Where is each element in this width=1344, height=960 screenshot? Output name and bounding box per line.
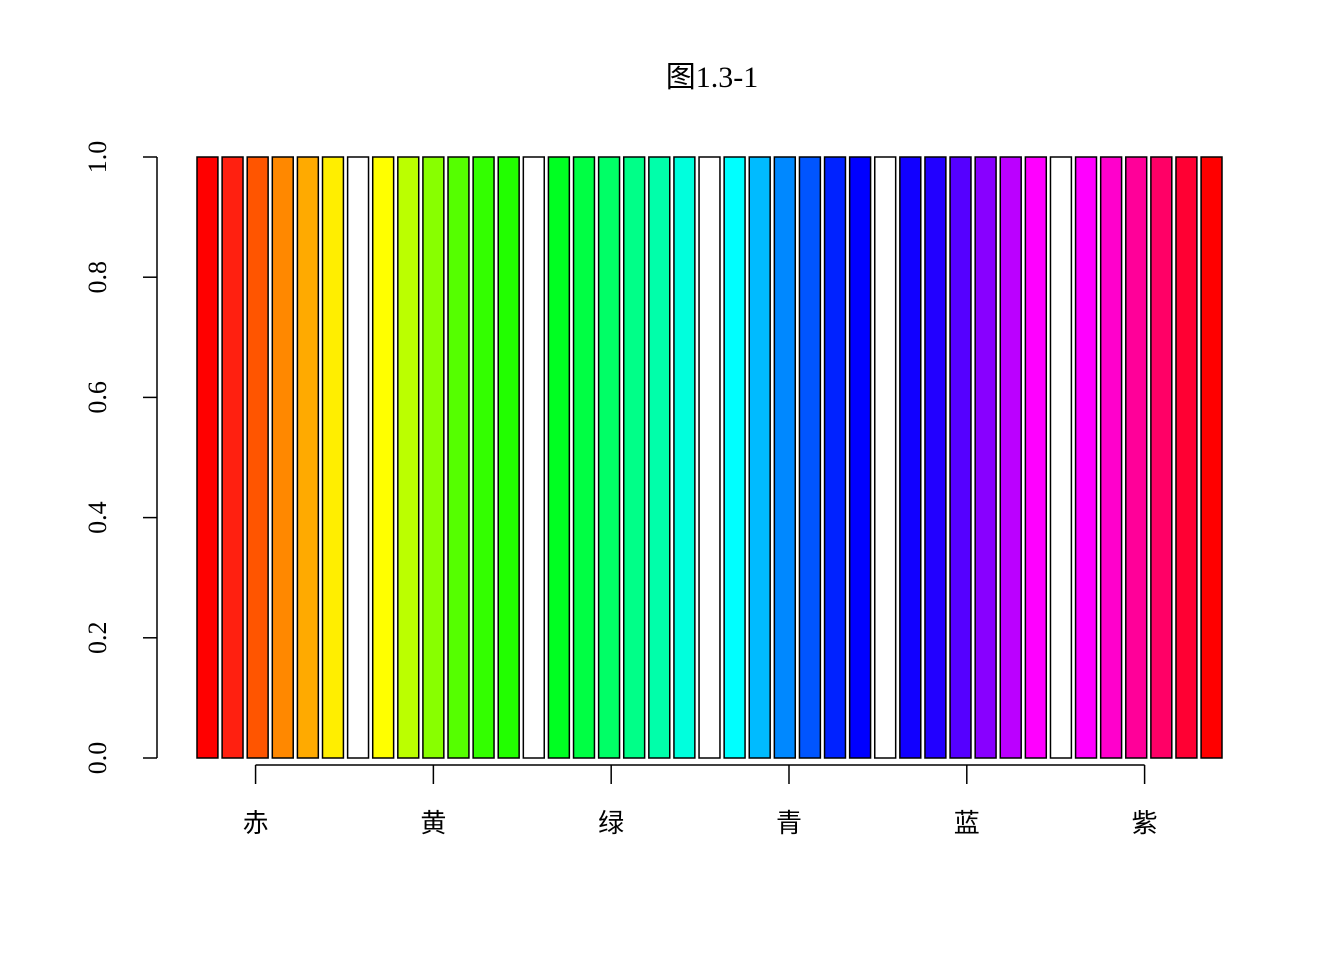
bar (196, 156, 219, 759)
bar (497, 156, 520, 759)
chart-title: 图1.3-1 (666, 61, 759, 94)
bar (924, 156, 947, 759)
bar (422, 156, 445, 759)
bar (698, 156, 721, 759)
bar (823, 156, 847, 759)
bar (999, 156, 1022, 759)
bar (1150, 156, 1173, 759)
y-tick-label: 0.2 (83, 622, 112, 655)
bar (622, 156, 646, 759)
y-tick-label: 1.0 (83, 141, 112, 174)
x-tick-label: 紫 (1132, 809, 1158, 838)
bar (547, 156, 571, 759)
bar (773, 156, 797, 759)
y-tick-label: 0.8 (83, 261, 112, 294)
bar (447, 156, 470, 759)
bar (974, 156, 997, 759)
bar (1175, 156, 1198, 759)
bar (1024, 156, 1048, 759)
bar (899, 156, 922, 759)
bar (572, 156, 596, 759)
bar (874, 156, 897, 759)
bar (648, 156, 671, 759)
bar (1049, 156, 1073, 759)
x-tick-label: 青 (776, 809, 802, 838)
bar (321, 156, 345, 759)
bar (1125, 156, 1148, 759)
bar (472, 156, 495, 759)
bar (1074, 156, 1098, 759)
bar (673, 156, 696, 759)
bar (221, 156, 244, 759)
bar (346, 156, 370, 759)
bar (271, 156, 294, 759)
bar (597, 156, 621, 759)
bar (949, 156, 972, 759)
bar (1200, 156, 1223, 759)
bar (748, 156, 771, 759)
bar (246, 156, 269, 759)
x-tick-label: 绿 (598, 809, 624, 838)
bar (371, 156, 395, 759)
bar (1099, 156, 1123, 759)
x-tick-label: 赤 (243, 809, 269, 838)
y-tick-label: 0.4 (83, 501, 112, 534)
bar (798, 156, 822, 759)
bar (848, 156, 872, 759)
x-tick-label: 蓝 (954, 809, 980, 838)
y-tick-label: 0.0 (83, 742, 112, 775)
bar (296, 156, 320, 759)
bar (522, 156, 545, 759)
x-tick-label: 黄 (420, 809, 446, 838)
y-tick-label: 0.6 (83, 381, 112, 414)
bar (723, 156, 746, 759)
bar (397, 156, 420, 759)
